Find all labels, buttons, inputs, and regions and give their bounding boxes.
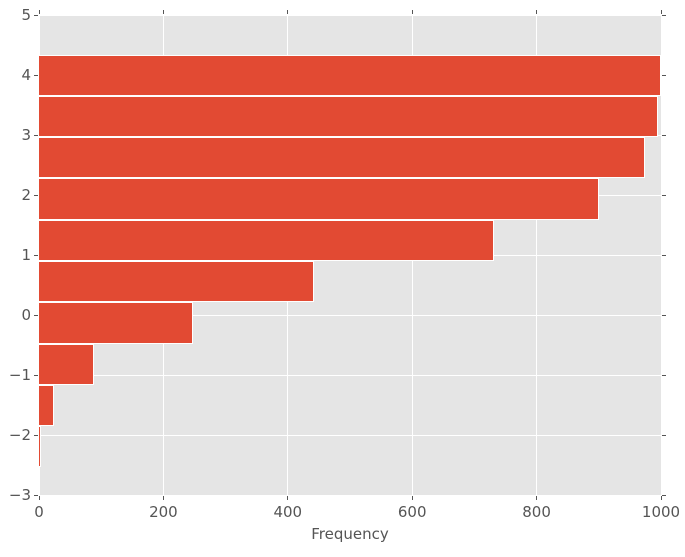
gridline-horizontal [39, 374, 661, 376]
tick-mark [662, 494, 666, 496]
tick-mark [536, 10, 538, 14]
tick-mark [662, 194, 666, 196]
tick-mark [34, 314, 38, 316]
x-tick-label: 1000 [641, 503, 681, 521]
histogram-bar [39, 137, 646, 179]
tick-mark [662, 14, 666, 16]
tick-mark [662, 374, 666, 376]
histogram-bar [39, 96, 658, 138]
plot-area [38, 14, 662, 496]
tick-mark [660, 496, 662, 500]
tick-mark [662, 74, 666, 76]
tick-mark [287, 496, 289, 500]
histogram-bar [39, 54, 661, 96]
histogram-bar [39, 426, 42, 468]
tick-mark [34, 14, 38, 16]
y-tick-label: 3 [21, 126, 31, 144]
gridline-horizontal [39, 314, 661, 316]
histogram-bar [39, 384, 54, 426]
y-tick-label: 1 [21, 246, 31, 264]
x-tick-label: 200 [149, 503, 178, 521]
tick-mark [34, 74, 38, 76]
tick-mark [38, 496, 40, 500]
histogram-bar [39, 178, 599, 220]
tick-mark [411, 496, 413, 500]
tick-mark [662, 134, 666, 136]
tick-mark [34, 434, 38, 436]
histogram-bar [39, 261, 314, 303]
tick-mark [662, 434, 666, 436]
x-tick-label: 0 [34, 503, 44, 521]
histogram-bar [39, 302, 193, 344]
tick-mark [34, 254, 38, 256]
tick-mark [38, 10, 40, 14]
tick-mark [162, 496, 164, 500]
tick-mark [34, 194, 38, 196]
tick-mark [662, 254, 666, 256]
y-tick-label: 0 [21, 306, 31, 324]
tick-mark [660, 10, 662, 14]
tick-mark [162, 10, 164, 14]
gridline-vertical [660, 15, 662, 495]
tick-mark [662, 314, 666, 316]
gridline-horizontal [39, 434, 661, 436]
x-axis-label: Frequency [311, 525, 389, 543]
x-tick-label: 400 [273, 503, 303, 521]
x-tick-label: 600 [397, 503, 427, 521]
y-tick-label: −3 [8, 486, 31, 504]
tick-mark [411, 10, 413, 14]
y-tick-label: 4 [21, 66, 31, 84]
x-tick-label: 800 [522, 503, 551, 521]
y-tick-label: −1 [8, 366, 31, 384]
tick-mark [34, 494, 38, 496]
gridline-horizontal [39, 494, 661, 496]
y-tick-label: −2 [8, 426, 31, 444]
tick-mark [287, 10, 289, 14]
y-tick-label: 2 [21, 186, 31, 204]
y-tick-label: 5 [21, 6, 31, 24]
tick-mark [536, 496, 538, 500]
histogram-bar [39, 219, 494, 261]
gridline-horizontal [39, 14, 661, 16]
histogram-bar [39, 343, 94, 385]
tick-mark [34, 134, 38, 136]
tick-mark [34, 374, 38, 376]
